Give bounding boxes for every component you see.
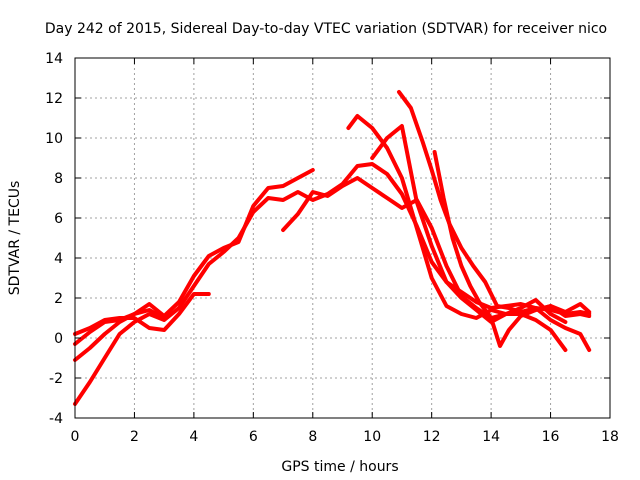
x-tick-label: 2: [130, 429, 139, 445]
y-tick-label: 2: [54, 291, 63, 307]
y-axis-label: SDTVAR / TECUs: [7, 181, 23, 296]
y-tick-label: 10: [45, 131, 63, 147]
series-line-trace-5: [281, 176, 592, 352]
chart-title: Day 242 of 2015, Sidereal Day-to-day VTE…: [45, 21, 607, 37]
x-axis-ticks: 0 2 4 6 8 10 12 14 16 18: [71, 58, 619, 445]
x-tick-label: 6: [249, 429, 258, 445]
y-tick-label: 4: [54, 251, 63, 267]
x-axis-label: GPS time / hours: [281, 459, 398, 475]
y-tick-label: 14: [45, 51, 63, 67]
y-axis-ticks: -4 -2 0 2 4 6 8 10 12 14: [45, 51, 610, 427]
y-tick-label: 12: [45, 91, 63, 107]
y-tick-label: -4: [49, 411, 63, 427]
series-line-trace-6: [346, 114, 568, 352]
y-tick-label: 0: [54, 331, 63, 347]
series-line-trace-4: [73, 308, 167, 362]
x-tick-label: 4: [189, 429, 198, 445]
series-line-trace-7: [370, 124, 568, 324]
x-tick-label: 8: [308, 429, 317, 445]
grid-lines: [75, 58, 610, 418]
x-tick-label: 16: [542, 429, 560, 445]
y-tick-label: -2: [49, 371, 63, 387]
x-tick-label: 12: [423, 429, 441, 445]
y-tick-label: 6: [54, 211, 63, 227]
series-group: [73, 90, 592, 406]
y-tick-label: 8: [54, 171, 63, 187]
plot-frame: [74, 57, 611, 419]
series-line-trace-3: [73, 292, 211, 336]
x-tick-label: 0: [71, 429, 80, 445]
series-line-trace-9: [432, 150, 592, 348]
x-tick-label: 14: [482, 429, 500, 445]
x-tick-label: 18: [601, 429, 619, 445]
x-tick-label: 10: [363, 429, 381, 445]
